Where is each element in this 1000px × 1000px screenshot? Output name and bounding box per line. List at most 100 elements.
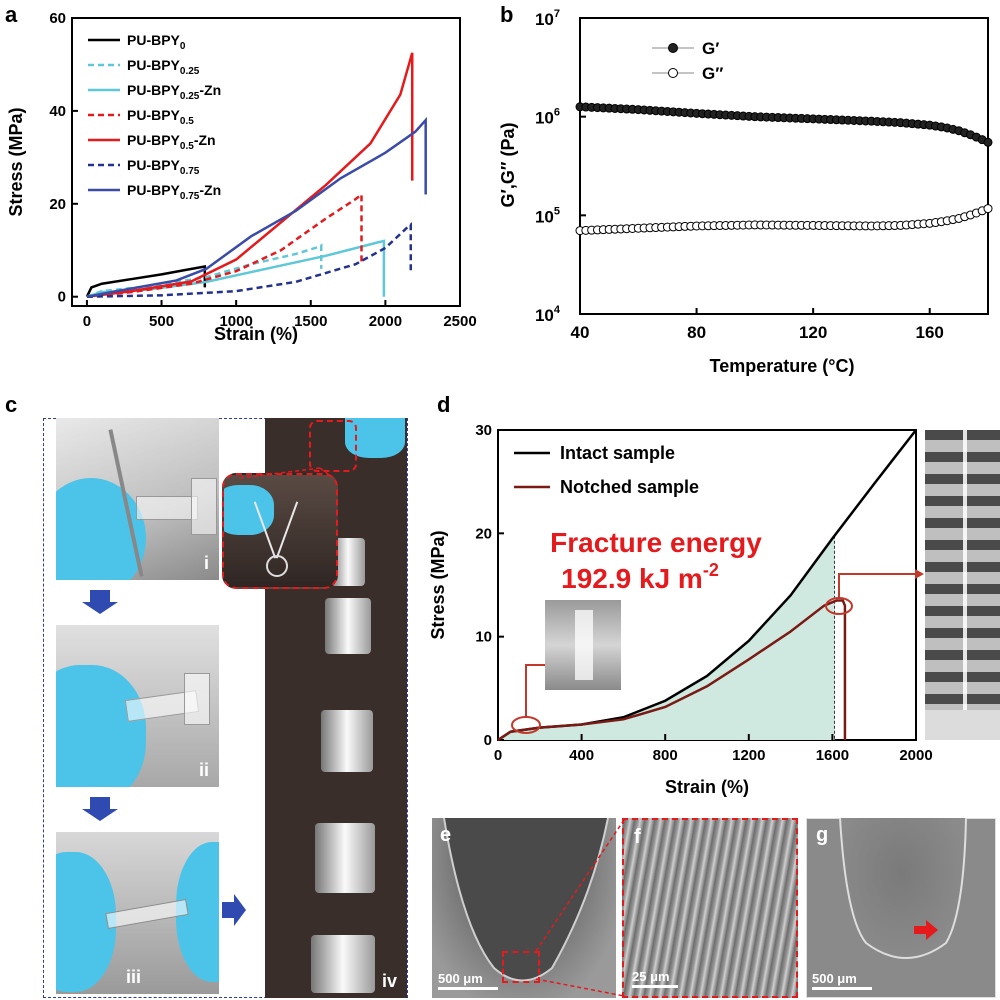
- scale-bar-e-label: 500 μm: [438, 971, 483, 986]
- chart-d-fracture-area: [498, 535, 835, 740]
- chart-a-ytick-label: 20: [49, 196, 66, 213]
- panel-label-f: f: [634, 826, 641, 848]
- arrow-to-end-photo: [838, 573, 915, 598]
- chart-b-series: [575, 102, 993, 236]
- weight-5: [311, 935, 375, 993]
- chart-a-frame: [71, 17, 461, 307]
- glove-inset: [224, 485, 274, 535]
- panel-label-g: g: [816, 824, 829, 846]
- fracture-energy-title: Fracture energy: [550, 527, 762, 558]
- photo-notched-start: [545, 600, 621, 690]
- chart-b-point-0: [983, 137, 993, 147]
- chart-d-series: [497, 429, 917, 742]
- chart-a-series-line-5: [86, 222, 413, 298]
- chart-a-legend: PU-BPY0 PU-BPY0.25 PU-BPY0.25-Zn PU-BPY0.5 P…: [88, 32, 221, 202]
- fracture-energy-value: 192.9 kJ m-2: [561, 560, 719, 594]
- chart-d-xtick-label: 1600: [816, 747, 849, 764]
- fracture-energy-exponent: -2: [703, 560, 719, 580]
- photo-step-iii: iii: [56, 832, 219, 994]
- sem-image-e: e 500 μm: [432, 818, 616, 998]
- zoom-inset-hook: [222, 473, 338, 589]
- chart-a-series-line-6: [86, 116, 427, 298]
- chart-a-ylabel: Stress (MPa): [6, 107, 26, 216]
- glove-holding: [56, 665, 146, 787]
- sem-g-outline: [806, 818, 996, 998]
- chart-a-ytick-label: 0: [58, 289, 66, 306]
- chart-d-xtick-label: 400: [569, 747, 594, 764]
- notch-profile-g: [806, 818, 996, 998]
- chart-a-xtick-label: 0: [83, 313, 91, 330]
- chart-d-ytick-label: 20: [475, 525, 492, 542]
- sample-thread-stretched: [963, 430, 967, 710]
- chart-a-ytick-label: 40: [49, 103, 66, 120]
- sample-head-ii: [184, 673, 210, 725]
- chart-b-ytick-label: 107: [535, 8, 560, 29]
- chart-b-xtick-label: 160: [916, 323, 944, 342]
- chart-d-legend: Intact sample Notched sample: [514, 443, 699, 497]
- sem-e-zoom-box: [502, 951, 540, 983]
- arrow-to-start-photo: [525, 664, 545, 717]
- panel-label-a: a: [5, 2, 18, 27]
- chart-b-xtick-label: 40: [571, 323, 590, 342]
- chart-a-legend-label: PU-BPY0.5: [127, 107, 194, 127]
- chart-d-xtick-label: 0: [494, 747, 502, 764]
- chart-d-ylabel: Stress (MPa): [428, 530, 448, 639]
- chart-d-ytick-label: 30: [475, 422, 492, 439]
- chart-b-legend-label: G′: [702, 39, 719, 58]
- chart-d-legend-label: Intact sample: [560, 443, 675, 463]
- step-label-iv: iv: [381, 971, 397, 991]
- panel-c-frame: [43, 418, 408, 998]
- chart-b-legend-label: G′′: [702, 64, 723, 83]
- sample-thread-2: [275, 501, 299, 559]
- panel-label-e: e: [440, 824, 452, 846]
- scale-bar-f-label: 25 μm: [632, 969, 670, 984]
- step-label-iii: iii: [126, 967, 142, 987]
- chart-b-xtick-label: 80: [687, 323, 706, 342]
- chart-d: 0 400 800 1200 1600 2000 0 10 20 30 Intact sample…: [428, 422, 933, 797]
- chart-b-ticks: 40 80 120 160 104 105 106 107: [535, 8, 944, 342]
- chart-b-legend: G′ G′′: [652, 39, 723, 83]
- sample-head: [191, 478, 217, 535]
- chart-b-ytick-label: 105: [535, 205, 560, 226]
- chart-d-ticks: 0 400 800 1200 1600 2000 0 10 20 30: [475, 422, 932, 764]
- chart-b-frame: [579, 17, 989, 315]
- chart-a-xtick-label: 2000: [369, 313, 402, 330]
- photo-notched-end: [925, 430, 1000, 740]
- chart-d-ytick-label: 10: [475, 629, 492, 646]
- chart-d-xlabel: Strain (%): [665, 777, 749, 797]
- chart-a-xtick-label: 2500: [443, 313, 476, 330]
- chart-a-legend-label: PU-BPY0: [127, 32, 186, 52]
- chart-d-xtick-label: 800: [653, 747, 678, 764]
- sem-image-g: g 500 μm: [806, 818, 996, 998]
- chart-d-legend-label: Notched sample: [560, 477, 699, 497]
- zoom-source-box: [309, 420, 357, 472]
- chart-b-legend-marker: [668, 43, 678, 53]
- sample-start: [575, 610, 593, 680]
- chart-d-xtick-label: 2000: [899, 747, 932, 764]
- chart-a-ytick-label: 60: [49, 10, 66, 27]
- clamp-bottom: [925, 710, 1000, 740]
- step-label-i: i: [203, 553, 209, 573]
- chart-b-xtick-label: 120: [799, 323, 827, 342]
- chart-a-legend-label: PU-BPY0.75: [127, 157, 200, 177]
- step-label-ii: ii: [198, 760, 209, 780]
- scale-bar-g: [812, 987, 872, 990]
- chart-d-area-fill: [498, 535, 835, 740]
- sem-g-arrow: [914, 920, 938, 940]
- chart-b-xlabel: Temperature (°C): [710, 356, 855, 376]
- chart-a-legend-label: PU-BPY0.5-Zn: [127, 132, 216, 152]
- chart-b-legend-marker: [668, 68, 678, 78]
- chart-d-ytick-label: 0: [484, 732, 492, 749]
- fracture-energy-number: 192.9 kJ m: [561, 563, 703, 594]
- chart-a-legend-label: PU-BPY0.25: [127, 57, 200, 77]
- chart-b: 40 80 120 160 104 105 106 107 G′ G′′ Temperature…: [498, 8, 993, 376]
- sample-strip: [136, 496, 198, 520]
- chart-a-series-line-0: [85, 265, 207, 298]
- chart-a-xtick-label: 1500: [294, 313, 327, 330]
- chart-d-xtick-label: 1200: [732, 747, 765, 764]
- weight-3: [321, 710, 373, 772]
- chart-d-series-line-1: [497, 599, 847, 742]
- scale-bar-g-label: 500 μm: [812, 971, 857, 986]
